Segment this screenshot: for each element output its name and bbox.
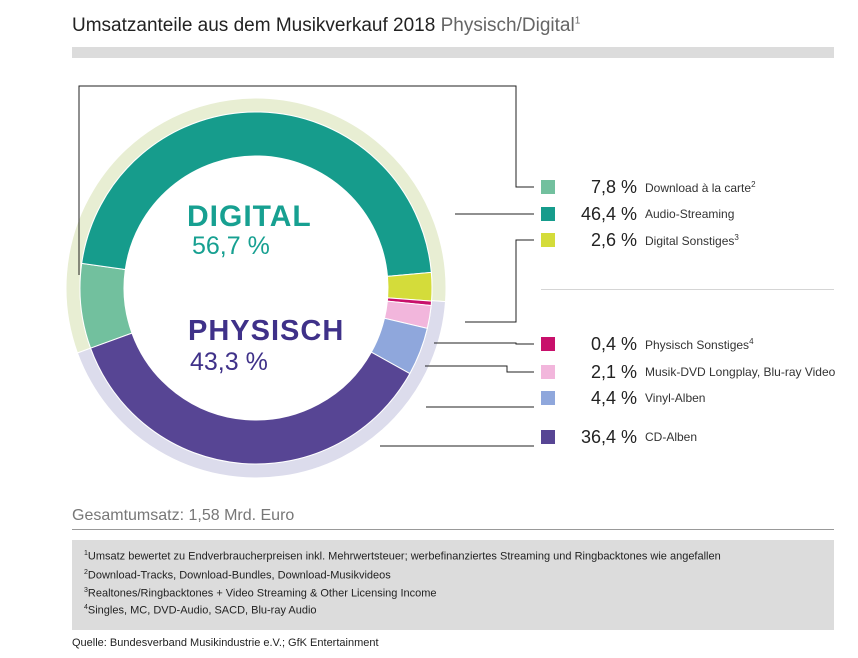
header-bar <box>72 47 834 58</box>
source-note: Quelle: Bundesverband Musikindustrie e.V… <box>72 637 379 649</box>
legend-label: Audio-Streaming <box>645 207 735 221</box>
center-digital-label: DIGITAL <box>187 200 312 233</box>
pie-slice <box>81 111 432 277</box>
footnote: 1Umsatz bewertet zu Endverbraucherpreise… <box>84 550 721 563</box>
legend-label: Digital Sonstiges3 <box>645 232 739 248</box>
leader-line <box>465 239 534 323</box>
legend-item: 2,1 % Musik-DVD Longplay, Blu-ray Video <box>541 362 835 382</box>
legend-swatch <box>541 337 555 351</box>
legend-item: 4,4 % Vinyl-Alben <box>541 388 705 408</box>
legend-value: 4,4 % <box>590 387 637 408</box>
donut-chart <box>65 85 534 479</box>
legend-swatch <box>541 365 555 379</box>
legend-item: 7,8 % Download à la carte2 <box>541 177 756 197</box>
pie-slice <box>89 332 411 465</box>
title-subtitle: Physisch/Digital1 <box>440 15 581 36</box>
legend-item: 0,4 % Physisch Sonstiges4 <box>541 334 754 354</box>
legend-swatch <box>541 207 555 221</box>
legend-swatch <box>541 430 555 444</box>
total-revenue: Gesamtumsatz: 1,58 Mrd. Euro <box>72 507 295 524</box>
footnote: 2Download-Tracks, Download-Bundles, Down… <box>84 569 391 582</box>
legend-label: Vinyl-Alben <box>645 391 706 405</box>
legend-item: 2,6 % Digital Sonstiges3 <box>541 230 739 250</box>
title-main: Umsatzanteile aus dem Musikverkauf 2018 <box>72 15 436 36</box>
legend-value: 7,8 % <box>590 176 637 197</box>
legend-swatch <box>541 391 555 405</box>
legend-divider <box>541 289 834 290</box>
legend-item: 36,4 % CD-Alben <box>541 427 697 447</box>
footnotes-box: 1Umsatz bewertet zu Endverbraucherpreise… <box>72 540 834 630</box>
legend-label: Physisch Sonstiges4 <box>645 336 754 352</box>
center-physisch-value: 43,3 % <box>190 348 268 376</box>
legend-value: 0,4 % <box>590 333 637 354</box>
legend-label: Download à la carte2 <box>645 179 756 195</box>
legend-label: CD-Alben <box>645 430 698 444</box>
footnote: 4Singles, MC, DVD-Audio, SACD, Blu-ray A… <box>84 604 317 617</box>
chart-title: Umsatzanteile aus dem Musikverkauf 2018 … <box>72 15 580 37</box>
legend-label: Musik-DVD Longplay, Blu-ray Video <box>645 365 836 379</box>
legend-value: 2,6 % <box>590 229 637 250</box>
leader-line <box>425 365 534 373</box>
center-physisch-label: PHYSISCH <box>188 315 345 347</box>
total-divider <box>72 529 834 530</box>
legend-value: 2,1 % <box>590 361 637 382</box>
leader-line <box>78 85 534 275</box>
legend-item: 46,4 % Audio-Streaming <box>541 204 734 224</box>
leader-line <box>434 342 534 345</box>
legend-swatch <box>541 180 555 194</box>
center-digital-value: 56,7 % <box>192 232 270 260</box>
legend-value: 46,4 % <box>580 203 637 224</box>
footnote: 3Realtones/Ringbacktones + Video Streami… <box>84 587 437 600</box>
legend-value: 36,4 % <box>580 426 637 447</box>
pie-slice <box>386 271 433 302</box>
legend-swatch <box>541 233 555 247</box>
